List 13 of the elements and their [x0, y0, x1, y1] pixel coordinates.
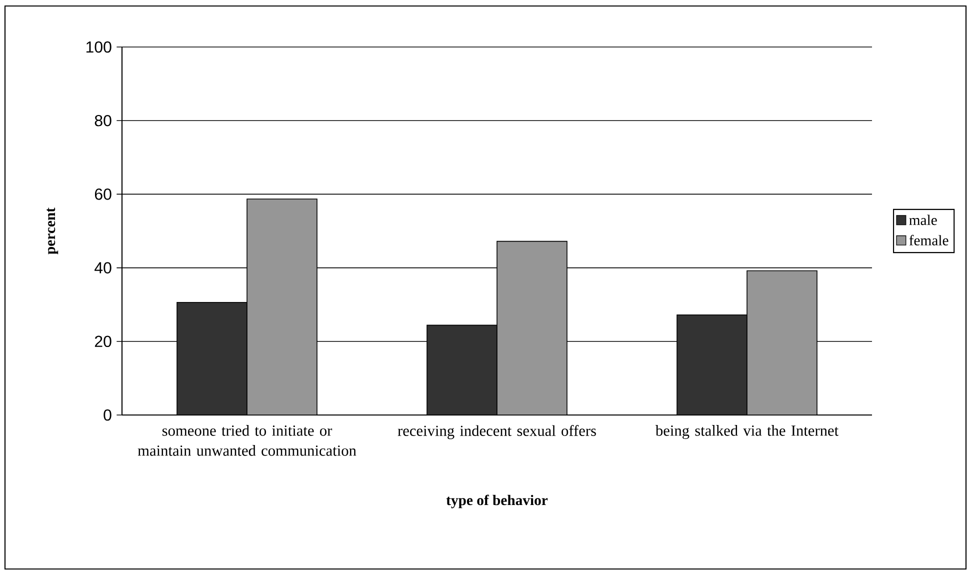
legend-label: male — [909, 214, 937, 226]
x-tick-label: being stalked via the Internet — [655, 425, 838, 439]
y-tick-label: 20 — [94, 336, 112, 348]
y-tick-label: 0 — [104, 409, 112, 421]
y-tick-label: 80 — [94, 114, 112, 126]
y-tick-label: 60 — [94, 188, 112, 200]
y-tick-label: 40 — [94, 262, 112, 274]
x-tick-label: receiving indecent sexual offers — [398, 425, 596, 440]
y-tick-label: 100 — [86, 41, 112, 53]
legend-label: female — [909, 234, 948, 246]
x-tick-label: someone tried to initiate or maintain unwanted communication — [138, 425, 356, 456]
y-axis-title: percent — [46, 208, 58, 254]
x-axis-title: type of behavior — [446, 494, 548, 508]
